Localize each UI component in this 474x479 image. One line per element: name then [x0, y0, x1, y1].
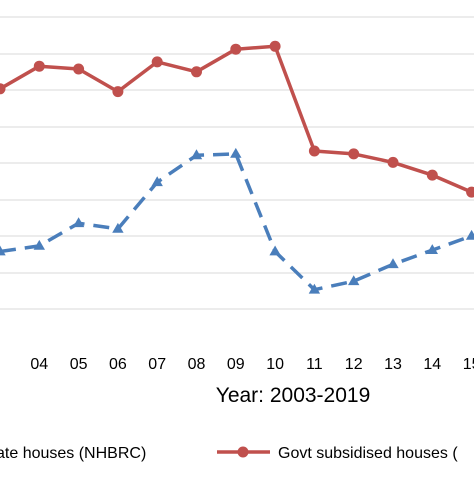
data-point [230, 147, 242, 158]
data-point [112, 222, 124, 233]
x-tick-label: 12 [345, 356, 363, 373]
x-tick-labels: 04 05 06 07 08 09 10 11 12 13 14 15 [30, 356, 474, 373]
data-point [269, 40, 281, 52]
x-tick-label: 08 [188, 356, 206, 373]
data-point [0, 83, 6, 95]
data-point [387, 156, 399, 168]
data-point [348, 275, 360, 286]
data-point [72, 217, 85, 228]
data-point [230, 43, 242, 55]
series-line [0, 152, 474, 292]
data-point [33, 60, 45, 72]
legend-label: Govt subsidised houses ( [278, 445, 458, 462]
legend-marker [237, 446, 249, 458]
data-point [426, 244, 438, 254]
data-point [348, 148, 360, 160]
x-tick-label: 13 [384, 356, 402, 373]
data-point [308, 283, 321, 294]
legend: ate houses (NHBRC) Govt subsidised houses… [0, 445, 458, 462]
data-point [73, 63, 85, 75]
data-point [0, 245, 6, 256]
x-tick-label: 09 [227, 356, 245, 373]
data-point [269, 245, 281, 256]
data-point [426, 169, 438, 181]
series-group [0, 40, 474, 294]
data-point [33, 239, 45, 250]
x-tick-label: 11 [306, 356, 323, 373]
x-tick-label: 06 [109, 356, 127, 373]
data-point [308, 145, 320, 157]
data-point [190, 149, 203, 160]
x-tick-label: 15 [463, 356, 474, 373]
data-point [465, 229, 474, 240]
series-nhbrc [0, 147, 474, 294]
series-line [0, 44, 474, 194]
data-point [191, 66, 202, 78]
x-tick-label: 14 [423, 356, 441, 373]
series-govt-subsidised [0, 40, 474, 198]
data-point [151, 176, 163, 187]
legend-entry: Govt subsidised houses ( [217, 445, 458, 462]
data-point [466, 186, 474, 198]
x-tick-label: 10 [266, 356, 284, 373]
x-axis-title: Year: 2003-2019 [216, 384, 371, 407]
data-point [151, 56, 163, 68]
x-tick-label: 04 [30, 356, 48, 373]
x-tick-label: 05 [70, 356, 88, 373]
gridlines [0, 16, 474, 310]
data-point [112, 86, 124, 98]
x-tick-label: 07 [148, 356, 166, 373]
legend-label: ate houses (NHBRC) [0, 445, 146, 462]
data-point [387, 258, 399, 269]
